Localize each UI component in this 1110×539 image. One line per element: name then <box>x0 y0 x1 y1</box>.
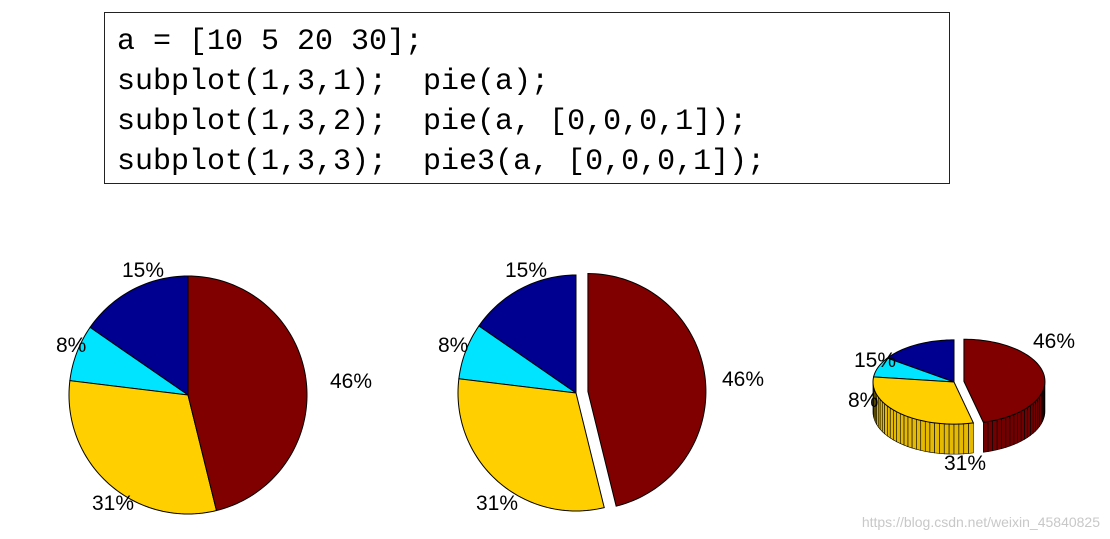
pie-slice-1 <box>89 275 189 396</box>
pie3-wall-segment <box>996 418 1002 451</box>
pie-slice-label: 31% <box>92 492 134 515</box>
pie3-wall-segment <box>887 405 891 439</box>
pie3-wall-segment <box>1032 400 1036 434</box>
pie-slice-4 <box>187 275 308 512</box>
pie3-wall-segment <box>1005 415 1011 448</box>
pie-slice-label: 8% <box>438 334 468 357</box>
pie-slice-3 <box>68 380 218 515</box>
pie3-wall-segment <box>924 421 931 453</box>
pie-slice-label: 8% <box>848 389 878 412</box>
pie3-wall-segment <box>907 416 913 449</box>
pie3-wall-segment <box>881 400 885 435</box>
pie3-wall-segment <box>934 422 940 454</box>
pie3-wall-segment <box>896 411 901 445</box>
pie3-wall-segment <box>889 407 894 441</box>
pie-slice-1 <box>886 339 955 383</box>
code-block: a = [10 5 20 30]; subplot(1,3,1); pie(a)… <box>104 12 950 184</box>
pie-slice-label: 31% <box>476 492 518 515</box>
pie3-wall-segment <box>1009 414 1015 447</box>
code-line-3: subplot(1,3,2); pie(a, [0,0,0,1]); <box>117 105 748 139</box>
pie3-wall-segment <box>939 423 945 455</box>
pie3-wall-segment <box>920 420 926 452</box>
pie3-wall-segment <box>1027 404 1031 438</box>
pie-slice-2 <box>458 325 577 394</box>
pie-slice-label: 31% <box>944 452 986 475</box>
pie3-wall-segment <box>1035 397 1039 432</box>
pie3-wall-segment <box>953 423 960 455</box>
pie-slice-label: 46% <box>1033 330 1075 353</box>
pie3-wall-segment <box>1024 406 1028 440</box>
pie-chart-2: 15% 8% 31% 46% <box>438 259 764 515</box>
pie3-wall-segment <box>943 423 950 455</box>
pie3-chart-3: 15% 8% 31% 46% <box>848 330 1075 475</box>
pie3-wall-segment <box>1013 412 1018 445</box>
pie-slice-1 <box>478 274 577 394</box>
watermark-text: https://blog.csdn.net/weixin_45840825 <box>862 514 1100 530</box>
pie3-wall-segment <box>992 419 998 452</box>
pie3-wall-segment <box>963 423 969 455</box>
pie3-wall-segment <box>1001 417 1007 450</box>
pie-slice-4 <box>587 273 707 507</box>
pie-chart-1: 15% 8% 31% 46% <box>56 259 372 515</box>
pie3-wall-segment <box>1017 410 1022 444</box>
pie3-wall-segment <box>911 417 917 450</box>
pie3-wall-segment <box>1030 402 1034 436</box>
pie3-wall-segment <box>893 409 898 443</box>
pie3-wall-segment <box>948 423 955 455</box>
pie3-wall-segment <box>884 403 888 437</box>
pie-slice-label: 15% <box>854 349 896 372</box>
pie3-wall-segment <box>1020 408 1025 442</box>
pie3-wall-segment <box>879 398 883 433</box>
pie-slice-3 <box>872 376 975 425</box>
pie-slice-3 <box>457 378 605 512</box>
pie-slice-2 <box>872 357 955 383</box>
pie-slice-label: 46% <box>330 370 372 393</box>
pie3-wall-segment <box>899 413 905 446</box>
pie3-wall-segment <box>958 423 965 455</box>
pie-slice-4 <box>963 338 1046 423</box>
code-line-2: subplot(1,3,1); pie(a); <box>117 65 550 99</box>
pie-slice-label: 15% <box>122 259 164 282</box>
pie3-wall-segment <box>987 420 993 452</box>
pie3-wall-segment <box>983 421 989 453</box>
pie-slice-label: 46% <box>722 368 764 391</box>
pie3-wall-segment <box>929 421 935 454</box>
pie-slice-label: 15% <box>505 259 547 282</box>
code-line-4: subplot(1,3,3); pie3(a, [0,0,0,1]); <box>117 145 766 179</box>
pie-slice-label: 8% <box>56 334 86 357</box>
pie-slice-2 <box>69 326 189 396</box>
pie3-wall-segment <box>903 414 909 448</box>
pie3-wall-segment <box>968 422 974 454</box>
code-line-1: a = [10 5 20 30]; <box>117 25 424 59</box>
pie3-wall-segment <box>916 418 922 451</box>
